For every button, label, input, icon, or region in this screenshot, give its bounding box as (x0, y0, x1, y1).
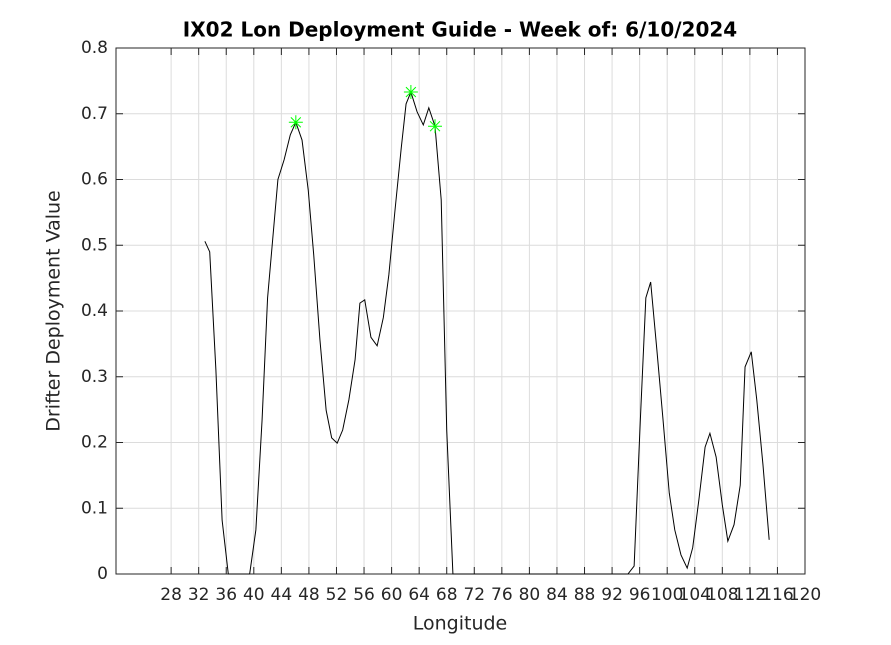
x-tick-label: 92 (601, 585, 623, 605)
x-tick-label: 88 (574, 585, 596, 605)
x-tick-label: 60 (381, 585, 403, 605)
y-tick-label: 0.7 (81, 104, 108, 124)
y-tick-label: 0.3 (81, 367, 108, 387)
x-tick-label: 40 (243, 585, 265, 605)
peak-marker (403, 85, 418, 100)
x-tick-label: 116 (761, 585, 793, 605)
y-tick-label: 0 (97, 564, 108, 584)
x-tick-label: 68 (436, 585, 458, 605)
y-tick-label: 0.5 (81, 235, 108, 255)
y-tick-label: 0.2 (81, 433, 108, 453)
x-tick-label: 36 (215, 585, 237, 605)
peak-marker (288, 115, 303, 130)
x-axis-label: Longitude (413, 613, 508, 635)
y-axis-label: Drifter Deployment Value (43, 190, 65, 432)
x-tick-label: 96 (629, 585, 651, 605)
y-tick-label: 0.8 (81, 38, 108, 58)
x-tick-label: 32 (188, 585, 210, 605)
x-tick-label: 76 (491, 585, 513, 605)
peak-marker (428, 119, 443, 134)
x-tick-label: 80 (519, 585, 541, 605)
x-tick-label: 44 (271, 585, 293, 605)
x-tick-label: 100 (651, 585, 683, 605)
x-tick-label: 64 (408, 585, 430, 605)
x-tick-label: 104 (679, 585, 711, 605)
y-tick-label: 0.4 (81, 301, 108, 321)
y-tick-label: 0.1 (81, 498, 108, 518)
x-tick-label: 120 (789, 585, 821, 605)
x-tick-label: 48 (298, 585, 320, 605)
x-tick-label: 72 (463, 585, 485, 605)
chart-title: IX02 Lon Deployment Guide - Week of: 6/1… (183, 18, 737, 42)
x-tick-label: 84 (546, 585, 568, 605)
x-tick-label: 52 (326, 585, 348, 605)
y-tick-label: 0.6 (81, 170, 108, 190)
x-tick-label: 56 (353, 585, 375, 605)
x-tick-label: 112 (734, 585, 766, 605)
x-tick-label: 28 (160, 585, 182, 605)
x-tick-label: 108 (706, 585, 738, 605)
